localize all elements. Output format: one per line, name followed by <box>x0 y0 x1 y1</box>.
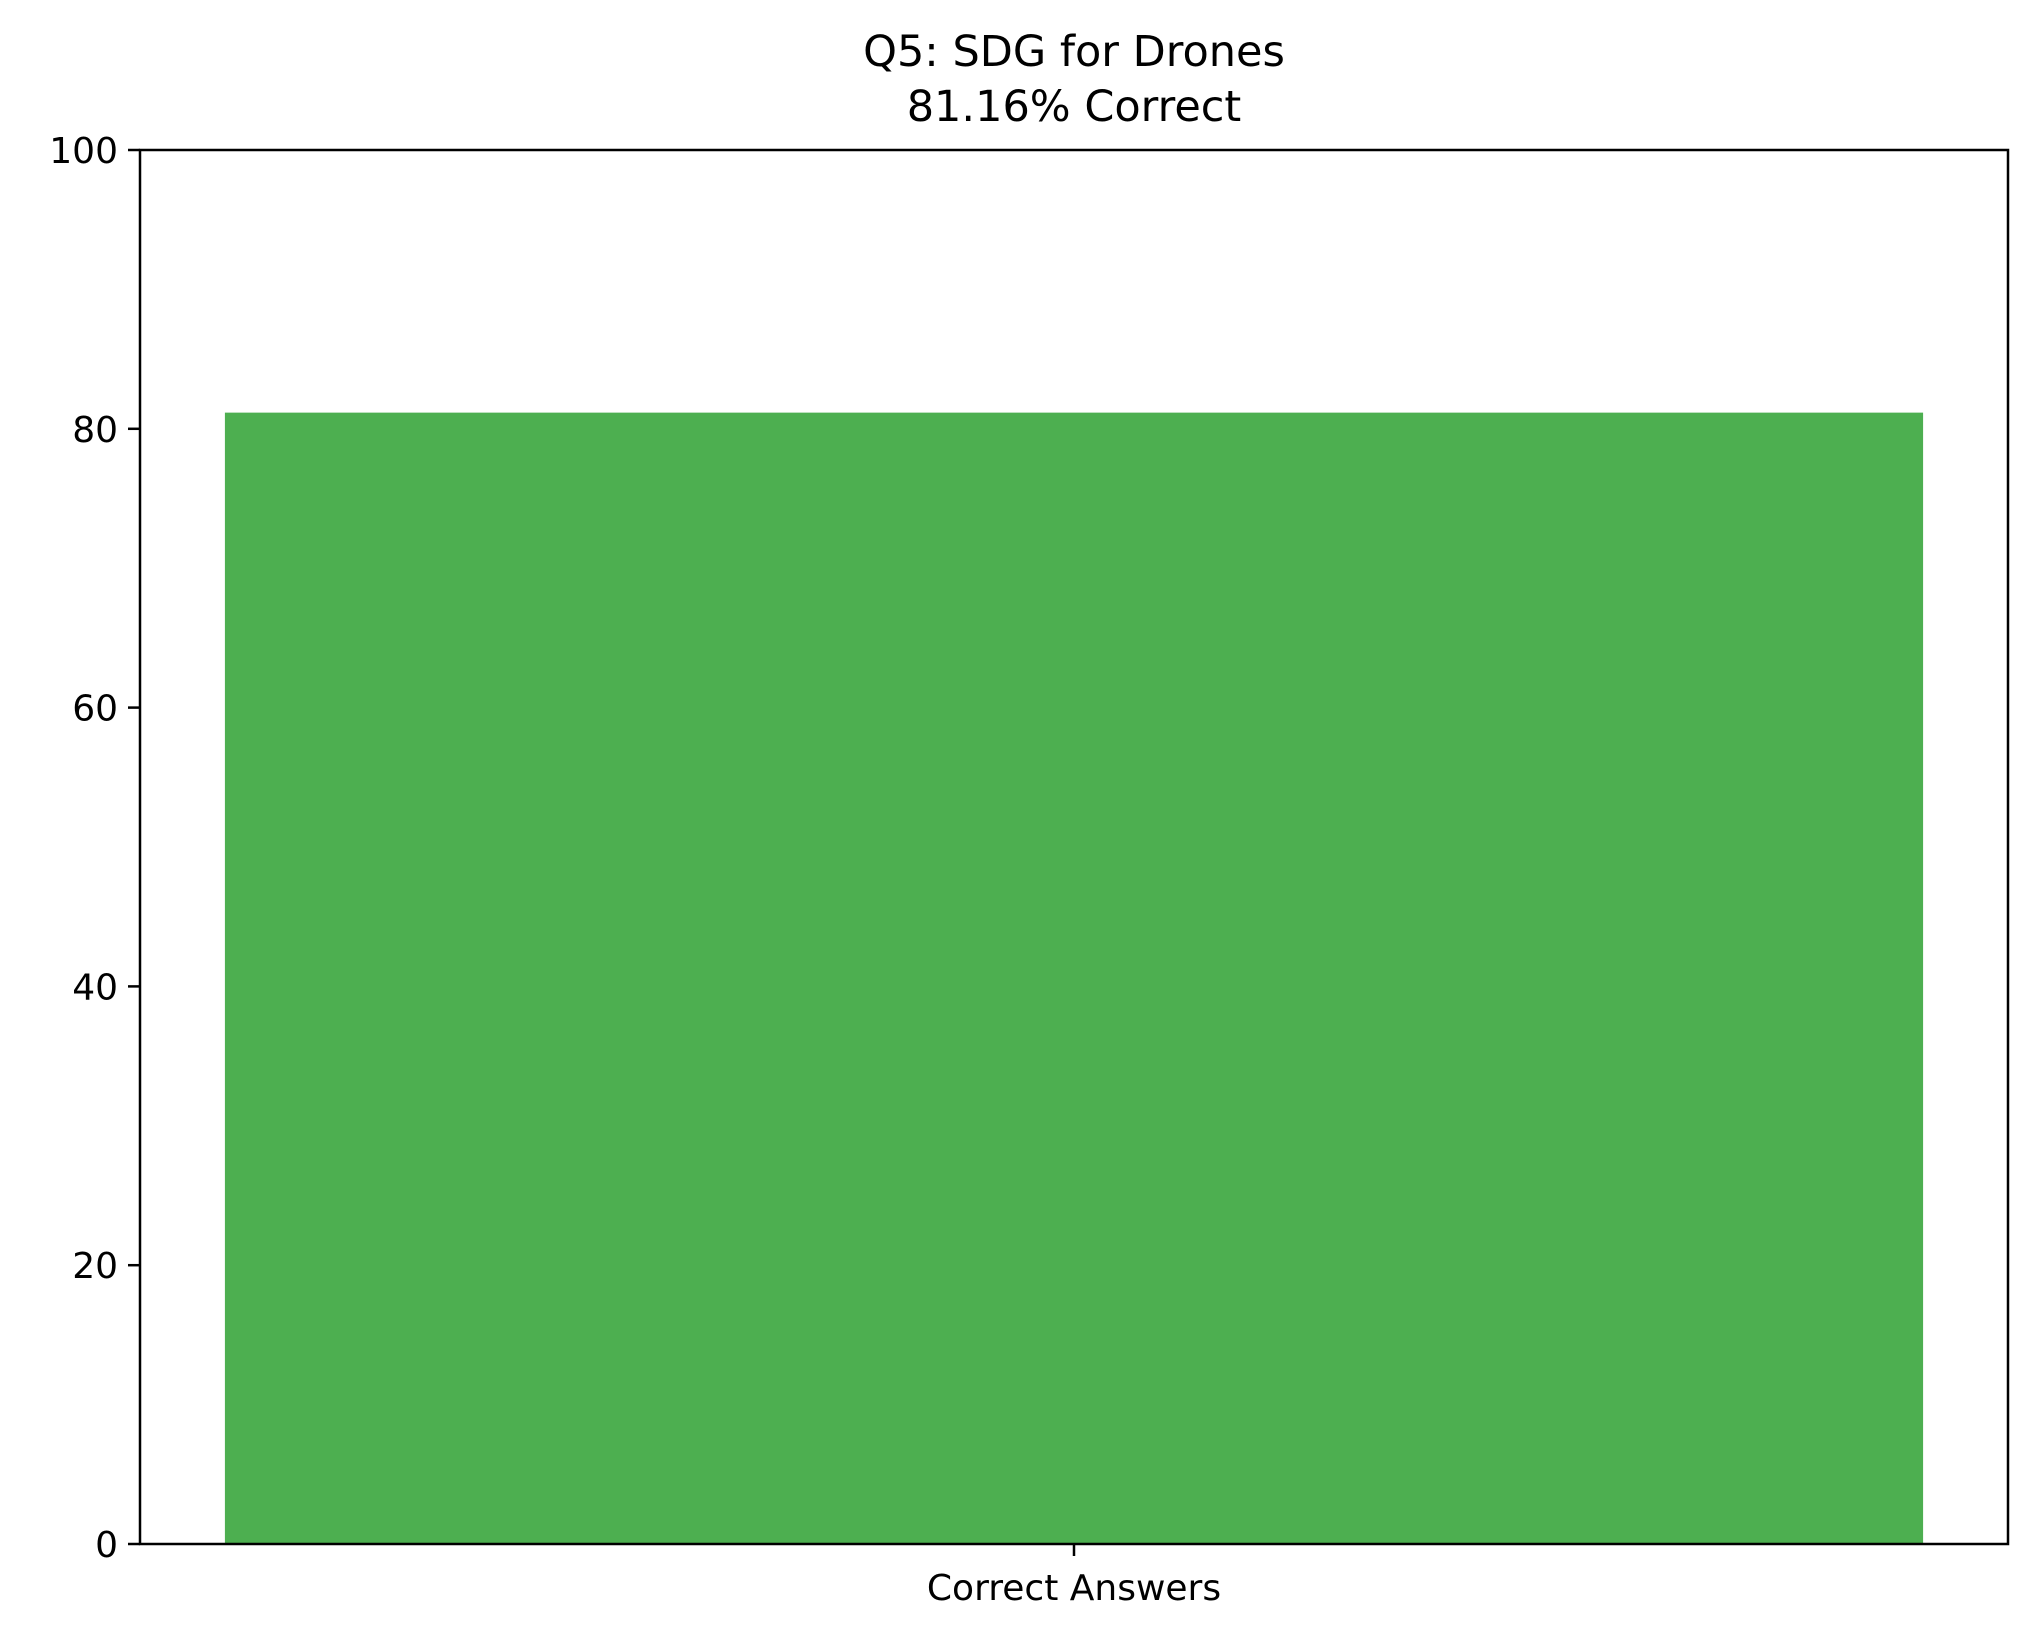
y-axis-ticks: 0 20 40 60 80 100 <box>49 131 140 1566</box>
bars-layer <box>224 412 1924 1544</box>
y-tick-label: 100 <box>49 131 118 172</box>
y-tick-label: 80 <box>72 410 118 451</box>
chart-subtitle: 81.16% Correct <box>907 82 1242 132</box>
chart-title: Q5: SDG for Drones <box>863 27 1285 77</box>
x-tick-label: Correct Answers <box>927 1568 1221 1609</box>
bar-correct-answers <box>224 412 1924 1544</box>
y-tick-label: 0 <box>95 1525 118 1566</box>
y-tick-label: 20 <box>72 1246 118 1287</box>
y-tick-label: 60 <box>72 689 118 730</box>
plot-frame <box>138 148 2010 1546</box>
x-axis-ticks: Correct Answers <box>927 1544 1221 1609</box>
y-tick-label: 40 <box>72 967 118 1008</box>
